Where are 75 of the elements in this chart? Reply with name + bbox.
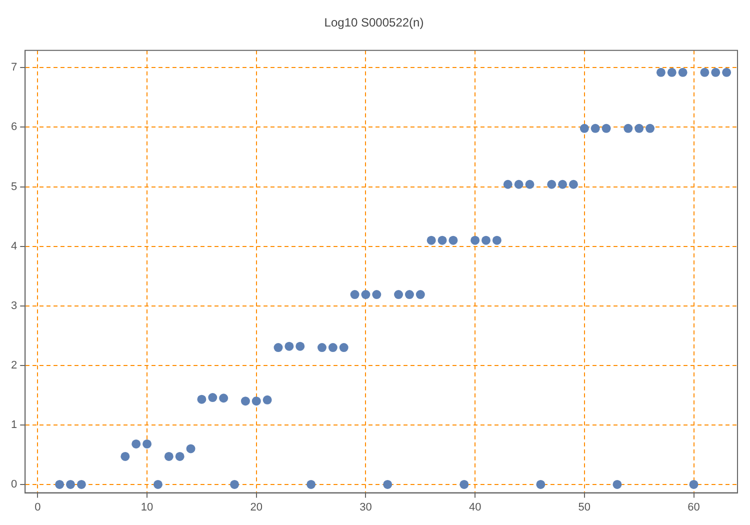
point [689,480,698,489]
point [240,396,250,406]
point [230,480,240,489]
x-tick-label: 0 [34,501,41,514]
point [482,236,491,245]
point [120,452,130,461]
x-tick-label: 40 [468,501,482,514]
point [646,124,655,133]
point [142,439,152,448]
point [492,236,502,245]
y-tick-label: 2 [10,359,18,372]
point [634,124,644,133]
point [700,68,710,77]
y-tick-label: 3 [10,300,18,312]
point [404,290,414,300]
point [164,452,174,461]
point [667,68,676,77]
point [580,124,589,133]
point [274,343,283,352]
point [372,290,382,300]
x-tick-label: 20 [250,501,263,514]
point [175,452,184,461]
point [317,343,326,352]
point [568,180,578,189]
y-tick-label: 1 [10,418,18,431]
point [460,480,469,489]
point [262,395,272,404]
point [350,290,360,300]
x-tick-label: 30 [360,501,372,514]
point [470,236,480,245]
point [547,180,556,189]
point [219,394,228,403]
point [153,480,162,489]
point [602,124,611,133]
point [328,343,338,352]
point [624,124,633,133]
point [383,480,392,489]
point [208,393,218,402]
chart-title: Log10 S000522(n) [324,16,424,30]
point [252,396,261,406]
point [426,236,436,245]
point [394,290,404,300]
point [76,480,86,489]
point [197,394,206,404]
point [438,236,447,245]
point [66,480,75,489]
point [186,444,196,454]
point [339,343,348,352]
point [722,68,732,77]
y-tick-label: 4 [10,240,18,252]
point [558,180,568,189]
point [296,342,305,351]
point [514,180,524,189]
point [416,290,425,300]
point [711,68,720,77]
y-tick-label: 6 [10,121,18,134]
point [612,480,622,489]
point [306,480,316,489]
y-tick-label: 5 [10,180,18,193]
point [55,480,64,489]
x-tick-label: 10 [140,501,154,514]
point [536,480,546,489]
point [656,68,666,77]
point [678,68,688,77]
y-tick-label: 0 [10,478,18,490]
point [132,439,141,448]
point [361,290,370,300]
point [590,124,600,133]
point [503,180,512,189]
y-tick-label: 7 [10,62,18,74]
point [448,236,458,245]
point [284,342,294,351]
point [525,180,534,189]
x-tick-label: 50 [578,501,591,514]
x-tick-label: 60 [688,501,700,514]
